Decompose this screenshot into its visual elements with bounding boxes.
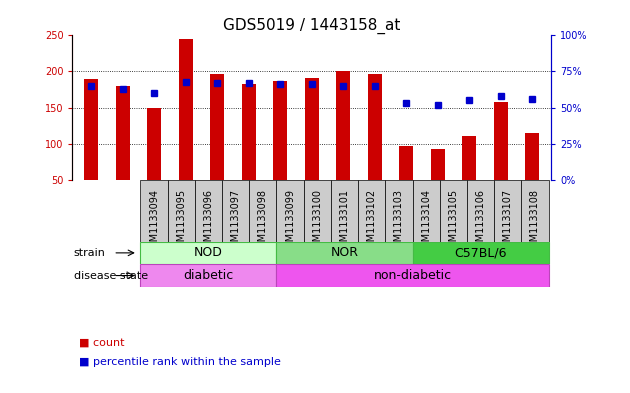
Bar <box>304 180 331 242</box>
Bar <box>179 39 193 180</box>
Bar <box>140 242 277 264</box>
Text: disease state: disease state <box>74 270 148 281</box>
Bar <box>413 242 549 264</box>
Text: non-diabetic: non-diabetic <box>374 269 452 282</box>
Bar <box>368 74 382 180</box>
Bar <box>494 180 522 242</box>
Text: NOD: NOD <box>194 246 223 259</box>
Text: GSM1133103: GSM1133103 <box>394 189 404 254</box>
Bar <box>140 180 168 242</box>
Text: C57BL/6: C57BL/6 <box>454 246 507 259</box>
Bar <box>462 136 476 180</box>
Title: GDS5019 / 1443158_at: GDS5019 / 1443158_at <box>223 18 401 34</box>
Text: GSM1133094: GSM1133094 <box>149 189 159 254</box>
Bar <box>168 180 195 242</box>
Text: GSM1133102: GSM1133102 <box>367 189 377 254</box>
Text: GSM1133095: GSM1133095 <box>176 189 186 254</box>
Bar <box>277 264 549 287</box>
Bar <box>525 133 539 180</box>
Bar <box>358 180 386 242</box>
Bar <box>140 264 277 287</box>
Text: GSM1133097: GSM1133097 <box>231 189 241 254</box>
Bar <box>249 180 277 242</box>
Bar <box>195 180 222 242</box>
Bar <box>386 180 413 242</box>
Text: GSM1133105: GSM1133105 <box>449 189 458 254</box>
Text: ■ count: ■ count <box>79 338 124 348</box>
Text: GSM1133096: GSM1133096 <box>203 189 214 254</box>
Bar <box>522 180 549 242</box>
Bar <box>242 84 256 180</box>
Bar <box>277 180 304 242</box>
Bar <box>222 180 249 242</box>
Bar <box>84 79 98 180</box>
Bar <box>147 108 161 180</box>
Bar <box>305 78 319 180</box>
Text: diabetic: diabetic <box>183 269 234 282</box>
Bar <box>331 180 358 242</box>
Bar <box>399 147 413 180</box>
Text: ■ percentile rank within the sample: ■ percentile rank within the sample <box>79 358 280 367</box>
Text: GSM1133107: GSM1133107 <box>503 189 513 254</box>
Bar <box>494 102 508 180</box>
Bar <box>116 86 130 180</box>
Bar <box>431 149 445 180</box>
Text: NOR: NOR <box>331 246 358 259</box>
Text: GSM1133101: GSM1133101 <box>340 189 350 254</box>
Bar <box>413 180 440 242</box>
Bar <box>273 81 287 180</box>
Text: GSM1133099: GSM1133099 <box>285 189 295 254</box>
Text: GSM1133098: GSM1133098 <box>258 189 268 254</box>
Text: GSM1133104: GSM1133104 <box>421 189 431 254</box>
Bar <box>277 242 413 264</box>
Bar <box>467 180 494 242</box>
Bar <box>336 71 350 180</box>
Text: GSM1133100: GSM1133100 <box>312 189 323 254</box>
Text: GSM1133106: GSM1133106 <box>476 189 486 254</box>
Text: strain: strain <box>74 248 106 258</box>
Bar <box>440 180 467 242</box>
Bar <box>210 74 224 180</box>
Text: GSM1133108: GSM1133108 <box>530 189 540 254</box>
